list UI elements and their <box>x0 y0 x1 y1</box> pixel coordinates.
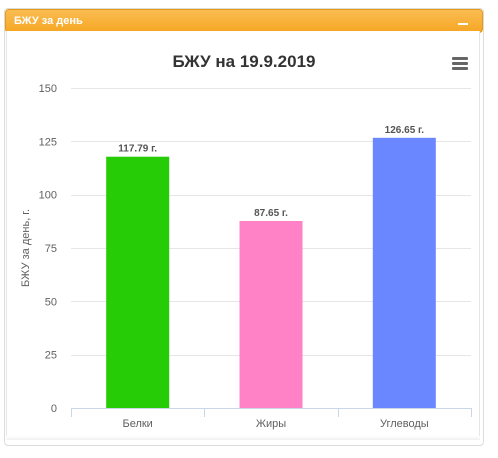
chart-title: БЖУ на 19.9.2019 <box>173 52 316 71</box>
x-axis <box>71 408 472 417</box>
bar-2[interactable] <box>239 221 303 408</box>
y-tick-label: 0 <box>51 403 57 415</box>
data-labels: 117.79 г. 87.65 г. 126.65 г. <box>118 125 424 219</box>
hamburger-menu-icon[interactable] <box>452 57 468 71</box>
menu-line <box>452 62 468 65</box>
y-axis-ticks: 0 25 50 75 100 125 150 <box>39 83 57 415</box>
bar-1[interactable] <box>106 156 170 408</box>
panel-title: БЖУ за день <box>14 15 83 27</box>
y-axis-label: БЖУ за день, г. <box>20 209 32 287</box>
x-tick-label: Углеводы <box>380 418 429 430</box>
y-tick-label: 50 <box>45 296 57 308</box>
data-label: 87.65 г. <box>254 208 288 219</box>
y-tick-label: 125 <box>39 136 57 148</box>
panel-header: БЖУ за день <box>5 9 483 33</box>
data-label: 126.65 г. <box>385 125 425 136</box>
x-tick-label: Белки <box>122 418 152 430</box>
minus-icon-bar <box>458 23 468 25</box>
y-tick-label: 25 <box>45 350 57 362</box>
y-tick-label: 75 <box>45 243 57 255</box>
minus-icon[interactable] <box>458 18 470 28</box>
menu-line <box>452 57 468 60</box>
x-tick-label: Жиры <box>256 418 286 430</box>
chart-container-shadow <box>6 436 480 440</box>
bars <box>106 137 436 409</box>
y-tick-label: 150 <box>39 83 57 95</box>
x-axis-ticks: Белки Жиры Углеводы <box>122 418 428 430</box>
y-tick-label: 100 <box>39 190 57 202</box>
data-label: 117.79 г. <box>118 144 157 155</box>
menu-line <box>452 67 468 70</box>
bar-3[interactable] <box>372 137 436 409</box>
